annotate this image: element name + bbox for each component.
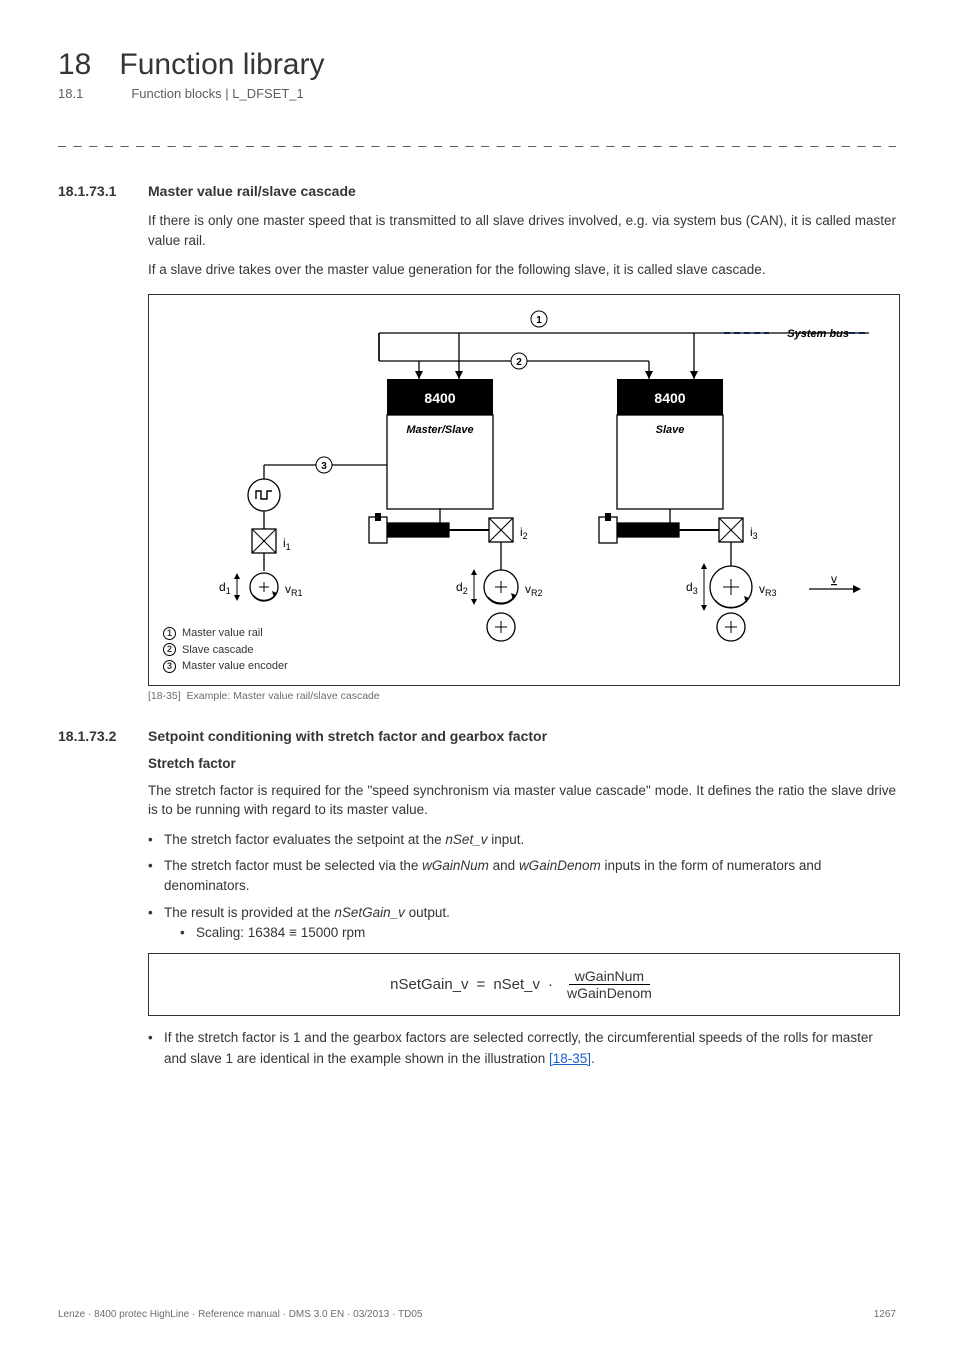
motor-2 bbox=[599, 509, 719, 543]
svg-text:vR1: vR1 bbox=[285, 582, 303, 598]
svg-text:1: 1 bbox=[536, 315, 542, 326]
svg-text:d3: d3 bbox=[686, 580, 698, 596]
svg-text:8400: 8400 bbox=[654, 390, 685, 406]
list-item: The result is provided at the nSetGain_v… bbox=[148, 903, 896, 944]
svg-text:d2: d2 bbox=[456, 580, 468, 596]
page-header: 18 Function library bbox=[58, 48, 896, 82]
svg-text:i2: i2 bbox=[520, 525, 528, 541]
figure-diagram: System bus 1 2 8400 8400 Master/Slave Sl… bbox=[148, 294, 900, 686]
svg-text:i3: i3 bbox=[750, 525, 758, 541]
legend-item: Master value encoder bbox=[182, 658, 288, 675]
svg-text:vR2: vR2 bbox=[525, 582, 543, 598]
page-footer: Lenze · 8400 protec HighLine · Reference… bbox=[58, 1309, 896, 1320]
list-item: Scaling: 16384 ≡ 15000 rpm bbox=[180, 923, 896, 943]
figure-ref-link[interactable]: [18-35] bbox=[549, 1051, 591, 1066]
figure-caption: [18-35] Example: Master value rail/slave… bbox=[148, 690, 896, 702]
motor-1 bbox=[369, 509, 489, 543]
subsection-title: Stretch factor bbox=[148, 756, 896, 771]
gearbox-i2: i2 bbox=[456, 518, 528, 542]
section-number: 18.1.73.1 bbox=[58, 183, 130, 199]
list-item: The stretch factor must be selected via … bbox=[148, 856, 896, 897]
svg-text:v: v bbox=[831, 572, 837, 586]
chapter-title: Function library bbox=[119, 48, 324, 82]
page-number: 1267 bbox=[874, 1309, 896, 1320]
section-number: 18.1.73.2 bbox=[58, 728, 130, 744]
list-item: The stretch factor evaluates the setpoin… bbox=[148, 830, 896, 850]
svg-text:Slave: Slave bbox=[656, 424, 685, 436]
svg-text:8400: 8400 bbox=[424, 390, 455, 406]
svg-text:vR3: vR3 bbox=[759, 582, 777, 598]
list-item: If the stretch factor is 1 and the gearb… bbox=[148, 1028, 896, 1069]
subchapter-number: 18.1 bbox=[58, 86, 83, 101]
bullet-list: If the stretch factor is 1 and the gearb… bbox=[148, 1028, 896, 1069]
paragraph: If there is only one master speed that i… bbox=[148, 211, 896, 250]
legend-item: Master value rail bbox=[182, 625, 263, 642]
gearbox-i3: i3 bbox=[719, 518, 758, 542]
section-title: Setpoint conditioning with stretch facto… bbox=[148, 728, 547, 744]
paragraph: If a slave drive takes over the master v… bbox=[148, 260, 896, 280]
svg-text:Master/Slave: Master/Slave bbox=[406, 424, 473, 436]
chapter-number: 18 bbox=[58, 48, 91, 82]
svg-text:i1: i1 bbox=[283, 536, 291, 552]
svg-text:2: 2 bbox=[516, 357, 522, 368]
svg-text:d1: d1 bbox=[219, 580, 231, 596]
section-heading: 18.1.73.1 Master value rail/slave cascad… bbox=[58, 183, 896, 199]
separator-rule: _ _ _ _ _ _ _ _ _ _ _ _ _ _ _ _ _ _ _ _ … bbox=[58, 131, 896, 147]
page-subheader: 18.1 Function blocks | L_DFSET_1 bbox=[58, 86, 896, 101]
subchapter-title: Function blocks | L_DFSET_1 bbox=[131, 86, 303, 101]
footer-left: Lenze · 8400 protec HighLine · Reference… bbox=[58, 1309, 422, 1320]
label-system-bus: System bus bbox=[787, 328, 849, 340]
bullet-list: The stretch factor evaluates the setpoin… bbox=[148, 830, 896, 943]
formula-box: nSetGain_v = nSet_v · wGainNum wGainDeno… bbox=[148, 953, 900, 1016]
figure-legend: 1Master value rail 2Slave cascade 3Maste… bbox=[163, 625, 288, 675]
section-title: Master value rail/slave cascade bbox=[148, 183, 356, 199]
legend-item: Slave cascade bbox=[182, 642, 254, 659]
formula: nSetGain_v = nSet_v · wGainNum wGainDeno… bbox=[390, 968, 658, 1001]
section-heading: 18.1.73.2 Setpoint conditioning with str… bbox=[58, 728, 896, 744]
gearbox-i1: i1 bbox=[252, 529, 291, 553]
svg-text:3: 3 bbox=[321, 461, 327, 472]
paragraph: The stretch factor is required for the "… bbox=[148, 781, 896, 820]
